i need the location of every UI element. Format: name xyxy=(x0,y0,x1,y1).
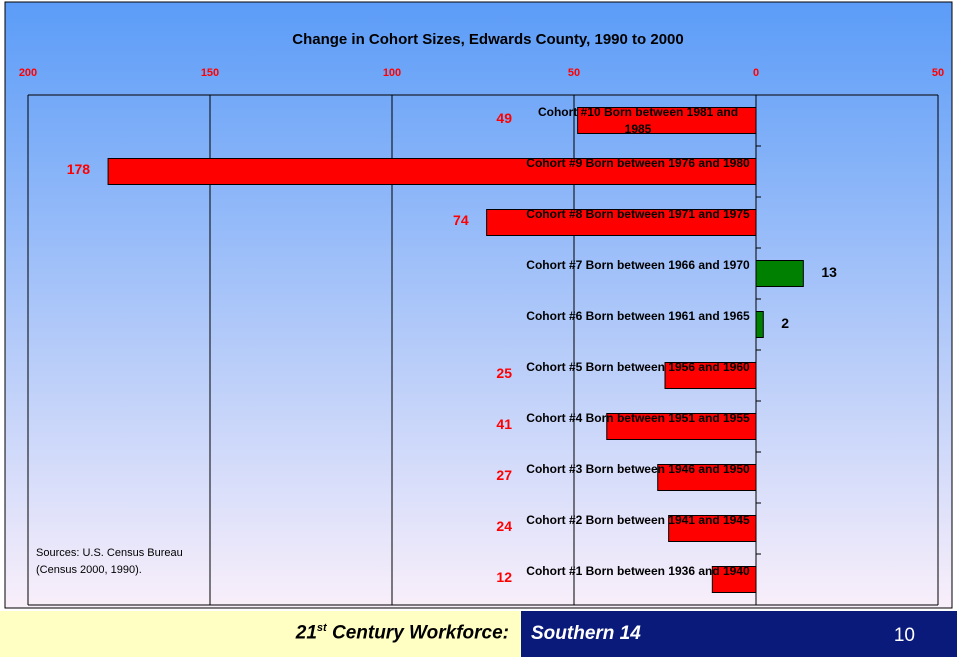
footer-title: 21st Century Workforce: xyxy=(296,622,509,644)
bar xyxy=(755,260,804,287)
x-tick-label: 200 xyxy=(19,67,37,79)
category-label: Cohort #9 Born between 1976 and 1980 xyxy=(526,155,750,170)
x-tick-label: 0 xyxy=(753,67,759,79)
category-label: Cohort #6 Born between 1961 and 1965 xyxy=(526,308,750,323)
bar xyxy=(577,107,757,134)
x-tick-label: 100 xyxy=(383,67,401,79)
category-label: Cohort #2 Born between 1941 and 1945 xyxy=(526,512,750,527)
bar xyxy=(486,209,757,236)
value-label: 24 xyxy=(496,518,512,534)
category-label: Cohort #4 Born between 1951 and 1955 xyxy=(526,410,750,425)
value-label: 2 xyxy=(781,315,789,331)
bar xyxy=(606,413,757,440)
chart-title: Change in Cohort Sizes, Edwards County, … xyxy=(292,31,683,48)
footer-left: 21st Century Workforce: xyxy=(0,611,521,657)
bar xyxy=(657,464,757,491)
category-label: Cohort #5 Born between 1956 and 1960 xyxy=(526,359,750,374)
footer-text: Century Workforce: xyxy=(326,622,509,644)
footer-text: 21 xyxy=(295,622,317,644)
x-tick-label: 150 xyxy=(201,67,219,79)
footer-center: Southern 14 xyxy=(531,623,641,644)
source-note: Sources: U.S. Census Bureau (Census 2000… xyxy=(36,547,183,576)
value-label: 178 xyxy=(67,161,91,177)
category-label: Cohort #3 Born between 1946 and 1950 xyxy=(526,461,750,476)
bar xyxy=(711,566,757,593)
bar xyxy=(107,158,757,185)
category-label: Cohort #8 Born between 1971 and 1975 xyxy=(526,206,750,221)
value-label: 74 xyxy=(453,212,469,228)
value-label: 27 xyxy=(496,467,512,483)
value-label: 41 xyxy=(496,416,512,432)
bar xyxy=(668,515,757,542)
x-tick-label: 50 xyxy=(568,67,580,79)
category-label: Cohort #10 Born between 1981 and 1985 xyxy=(537,104,739,136)
page-number: 10 xyxy=(893,625,915,646)
footer-right: Southern 14 10 xyxy=(521,611,957,657)
value-label: 13 xyxy=(821,264,837,280)
value-label: 49 xyxy=(496,110,512,126)
category-label: Cohort #1 Born between 1936 and 1940 xyxy=(526,563,750,578)
chart-frame xyxy=(4,1,953,609)
value-label: 12 xyxy=(496,569,512,585)
bar xyxy=(755,311,764,338)
chart: Change in Cohort Sizes, Edwards County, … xyxy=(4,1,953,609)
category-label: Cohort #7 Born between 1966 and 1970 xyxy=(526,257,750,272)
value-label: 25 xyxy=(496,365,512,381)
footer-sup: st xyxy=(316,622,327,634)
x-tick-label: 50 xyxy=(932,67,944,79)
bar xyxy=(664,362,757,389)
